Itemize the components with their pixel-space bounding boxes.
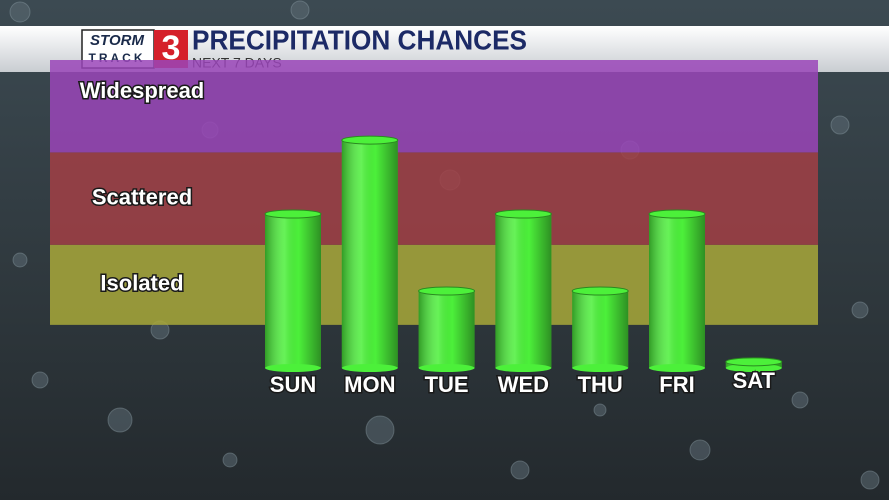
- x-tick-label: MON: [344, 372, 395, 397]
- x-tick-label: WED: [498, 372, 549, 397]
- bar-top: [341, 135, 399, 145]
- x-tick-label: FRI: [659, 372, 694, 397]
- x-tick-label: THU: [578, 372, 623, 397]
- bar-shade: [572, 291, 629, 368]
- bar-bottom: [265, 364, 321, 372]
- x-tick-label: SUN: [270, 372, 316, 397]
- bar-shade: [341, 140, 398, 368]
- x-tick-label: TUE: [425, 372, 469, 397]
- bar-shade: [649, 214, 705, 368]
- bar-shade: [495, 214, 552, 368]
- bar-top: [418, 286, 476, 296]
- logo-number: 3: [162, 29, 181, 67]
- band-label: Isolated: [100, 271, 183, 296]
- logo-top: STORM: [90, 32, 144, 49]
- band: [50, 60, 818, 153]
- bar-shade: [418, 291, 475, 368]
- bar-bottom: [572, 364, 629, 372]
- raindrops: [9, 0, 880, 490]
- x-tick-label: SAT: [733, 368, 776, 393]
- bar-bottom: [725, 364, 782, 372]
- bar-bottom: [341, 364, 398, 372]
- bar-shade: [265, 214, 321, 368]
- bar-top: [648, 209, 706, 219]
- bar-bottom: [418, 364, 475, 372]
- bar-top: [494, 209, 552, 219]
- bar-bottom: [649, 364, 705, 372]
- chart-title: PRECIPITATION CHANCES: [192, 24, 527, 55]
- bar-bottom: [495, 364, 552, 372]
- band-label: Scattered: [92, 184, 192, 209]
- bar-top: [725, 357, 783, 367]
- band-label: Widespread: [80, 78, 205, 103]
- bar-top: [264, 209, 322, 219]
- bar-top: [571, 286, 629, 296]
